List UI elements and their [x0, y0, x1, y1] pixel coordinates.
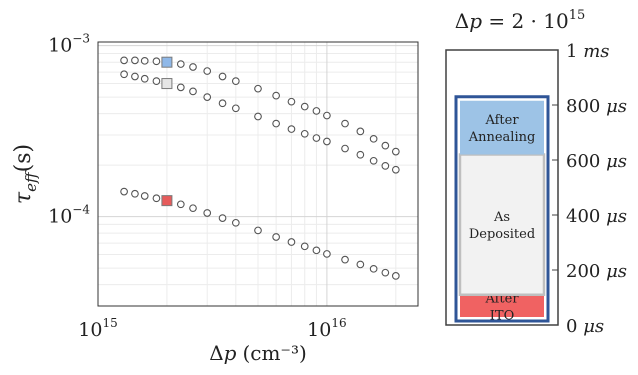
- data-point: [391, 272, 400, 280]
- x-axis-ticks: 1015 1016: [78, 316, 346, 341]
- data-point: [272, 119, 280, 128]
- data-point: [272, 91, 280, 100]
- bar-y-tick-label: 600 μs: [566, 151, 627, 172]
- data-point: [120, 187, 128, 196]
- data-point: [356, 260, 365, 269]
- bar-segment: [460, 294, 544, 317]
- data-point: [140, 56, 149, 65]
- bar-chart-title: Δp = 2 · 1015: [455, 8, 586, 33]
- data-point: [176, 60, 185, 68]
- data-point: [140, 192, 149, 200]
- data-point: [369, 134, 378, 143]
- bar-segment-label: After Annealing: [468, 113, 536, 145]
- data-point: [152, 57, 161, 66]
- x-axis-label: Δp (cm⁻³): [209, 341, 307, 365]
- data-point: [341, 144, 349, 153]
- data-point: [287, 125, 296, 133]
- data-point: [312, 107, 321, 115]
- data-point: [218, 72, 227, 81]
- data-point: [356, 150, 365, 159]
- data-point: [131, 189, 139, 198]
- data-point: [300, 129, 309, 138]
- data-point: [300, 242, 309, 251]
- plot-frame: [97, 41, 419, 307]
- data-point: [312, 246, 321, 255]
- bar-y-tick-label: 1 ms: [566, 41, 610, 62]
- series-1: [120, 70, 400, 174]
- data-point: [189, 63, 197, 71]
- data-point: [287, 238, 296, 246]
- data-point: [231, 218, 240, 227]
- data-point: [323, 250, 331, 258]
- x-tick-label: 1015: [78, 316, 117, 341]
- data-point: [152, 77, 161, 85]
- data-point: [391, 165, 400, 174]
- data-point: [176, 83, 185, 92]
- highlight-marker: [161, 56, 173, 68]
- data-point: [203, 209, 212, 217]
- data-point: [176, 200, 185, 209]
- data-point: [381, 141, 390, 150]
- bar-segment-label: As Deposited: [469, 210, 535, 242]
- y-tick-label: 10−3: [48, 32, 90, 57]
- x-tick-label: 1016: [307, 316, 346, 341]
- data-point: [254, 112, 262, 121]
- data-point: [131, 72, 139, 81]
- data-point: [369, 264, 378, 273]
- data-point: [203, 67, 212, 75]
- data-point: [341, 119, 349, 128]
- bar-y-tick-label: 800 μs: [566, 96, 627, 117]
- data-point: [203, 93, 212, 101]
- data-point: [218, 214, 227, 222]
- y-axis-label: τeff(s): [11, 144, 40, 204]
- data-point: [152, 194, 161, 203]
- series-2: [120, 187, 400, 280]
- data-point: [272, 233, 280, 241]
- data-point: [120, 70, 128, 79]
- data-point: [341, 255, 349, 264]
- bar-y-tick-label: 400 μs: [566, 206, 627, 227]
- data-point: [381, 162, 390, 170]
- series-0: [120, 56, 400, 156]
- bar-y-tick-label: 200 μs: [566, 261, 627, 282]
- bar-y-tick-label: 0 μs: [566, 316, 604, 337]
- data-point: [323, 137, 331, 146]
- data-point: [312, 134, 321, 142]
- data-point: [391, 147, 400, 156]
- data-point: [300, 102, 309, 111]
- data-point: [131, 56, 139, 65]
- data-point: [254, 84, 262, 93]
- data-point: [120, 56, 128, 65]
- highlight-marker: [161, 195, 173, 207]
- bar-segment: [458, 153, 546, 296]
- data-point: [369, 156, 378, 165]
- data-point: [287, 97, 296, 106]
- y-axis-ticks: 10−4 10−3: [48, 32, 90, 228]
- data-point: [189, 204, 197, 213]
- y-tick-label: 10−4: [48, 203, 90, 228]
- data-point: [218, 99, 227, 108]
- data-point: [381, 268, 390, 277]
- data-point: [356, 127, 365, 136]
- data-point: [231, 77, 240, 85]
- data-point: [189, 87, 197, 96]
- bar-y-ticks: 0 μs 200 μs 400 μs 600 μs 800 μs 1 ms: [552, 41, 627, 337]
- bar-segment: [460, 100, 544, 155]
- minor-grid: [98, 42, 418, 307]
- highlight-marker: [161, 78, 173, 90]
- data-point: [254, 226, 262, 235]
- data-point: [231, 104, 240, 113]
- data-point: [323, 111, 331, 120]
- series-layer: [120, 56, 400, 280]
- lifetime-scatter-chart: 1015 1016 10−4 10−3 Δp (cm⁻³) τeff(s): [11, 32, 419, 365]
- data-point: [140, 74, 149, 83]
